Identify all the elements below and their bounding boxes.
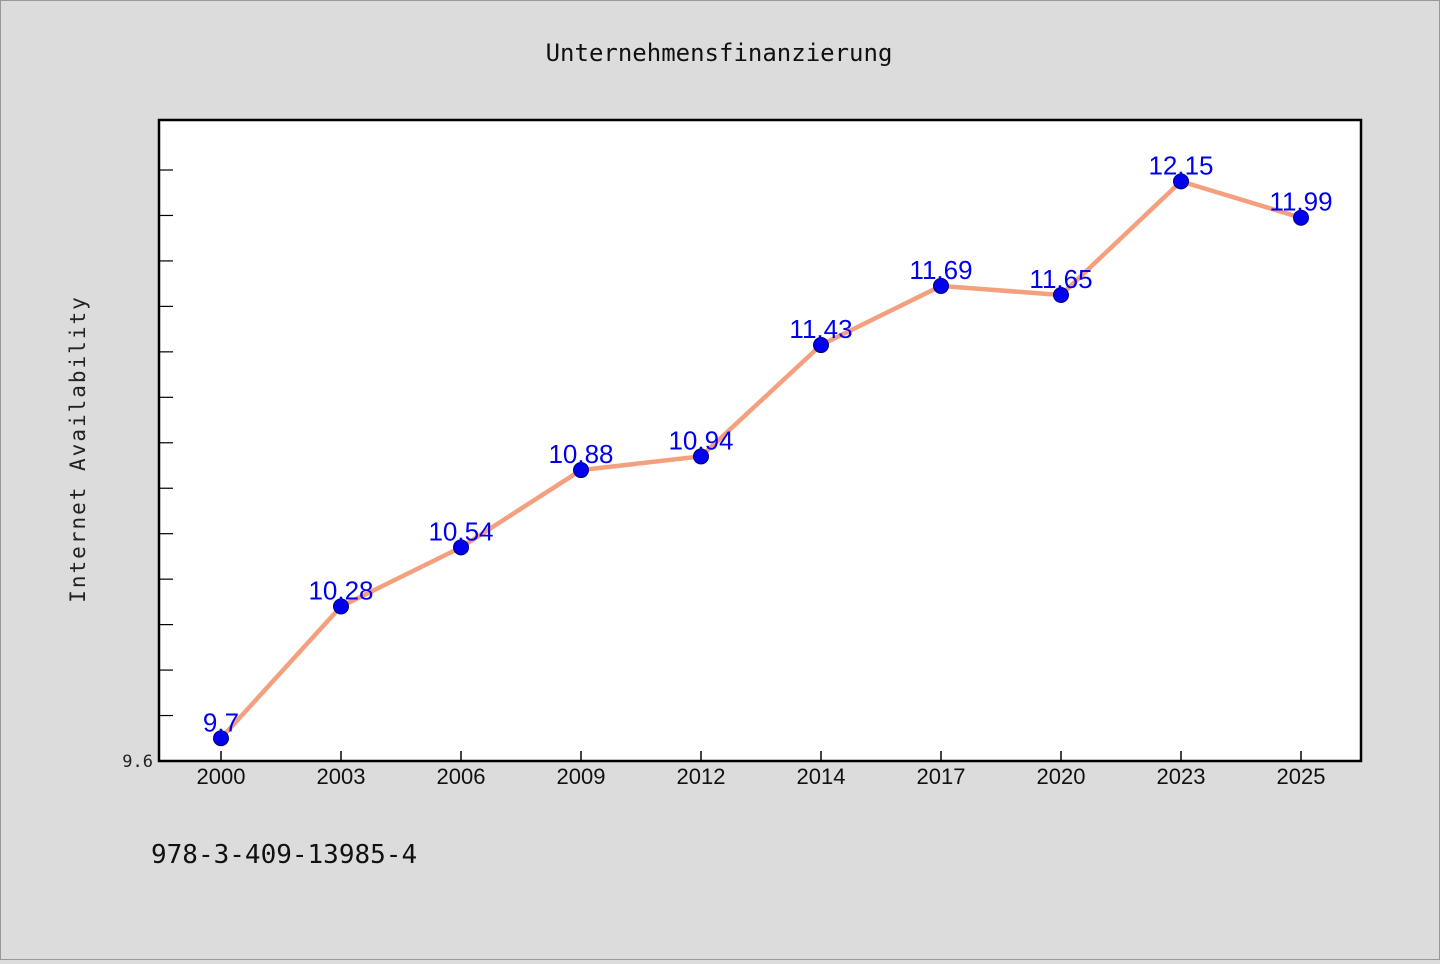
data-point-marker (933, 277, 949, 294)
x-tick-label: 2009 (557, 764, 606, 789)
data-point-marker (573, 462, 589, 479)
data-label: 11.43 (789, 314, 852, 344)
data-label: 10.28 (308, 575, 373, 605)
series-line (218, 179, 1304, 741)
data-label: 10.88 (548, 439, 613, 469)
plot-area (157, 118, 1363, 763)
data-label: 10.94 (668, 425, 733, 455)
x-tick-label: 2012 (677, 764, 726, 789)
x-tick-label: 2000 (197, 764, 246, 789)
data-point-marker (333, 598, 349, 615)
data-label: 9.7 (203, 707, 239, 737)
data-label: 11.99 (1269, 187, 1332, 217)
isbn-footer: 978-3-409-13985-4 (151, 840, 417, 870)
data-point-marker (453, 539, 469, 556)
data-label: 11.65 (1029, 264, 1092, 294)
x-tick-label: 2006 (437, 764, 486, 789)
x-tick-label: 2020 (1037, 764, 1086, 789)
data-markers (213, 173, 1309, 747)
y-axis-label: Internet Availability (66, 295, 90, 603)
x-tick-label: 2014 (797, 764, 846, 789)
data-point-marker (1173, 173, 1189, 190)
data-labels: 9.7 10.28 10.54 10.88 10.94 11.43 11.69 11.65 12… (203, 150, 1333, 737)
y-axis-min-tick-label: 9.6 (122, 752, 153, 772)
y-axis-ticks (159, 169, 173, 717)
x-tick-label: 2025 (1277, 764, 1326, 789)
x-axis-tick-labels: 2000 2003 2006 2009 2012 2014 2017 2020 2023 2025 (197, 764, 1326, 789)
x-tick-label: 2017 (917, 764, 966, 789)
data-label: 11.69 (909, 255, 972, 285)
x-tick-label: 2003 (317, 764, 366, 789)
x-tick-label: 2023 (1157, 764, 1206, 789)
series-line-group (218, 179, 1304, 741)
data-point-marker (1053, 287, 1069, 304)
data-label: 12.15 (1148, 150, 1213, 180)
data-point-marker (213, 730, 229, 747)
data-point-marker (1293, 209, 1309, 226)
data-point-marker (693, 448, 709, 465)
data-label: 10.54 (428, 516, 493, 546)
chart-title: Unternehmensfinanzierung (546, 39, 893, 67)
x-axis-ticks (220, 751, 1302, 761)
data-point-marker (813, 337, 829, 354)
